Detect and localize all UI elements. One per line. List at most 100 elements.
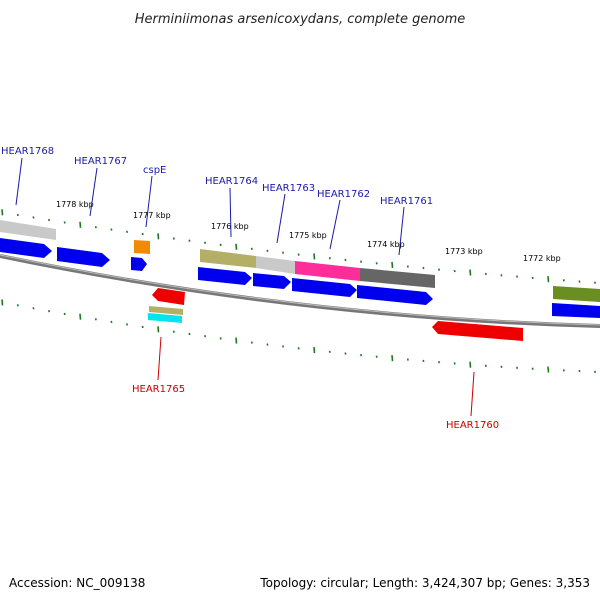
accession-text: Accession: NC_009138 (9, 576, 145, 590)
cds-cspe (131, 257, 147, 271)
cds-hear1762 (292, 278, 357, 297)
outer-tick (282, 251, 285, 254)
inner-tick (375, 355, 378, 358)
outer-tick (32, 216, 35, 219)
outer-tick (453, 269, 456, 273)
inner-tick (328, 350, 331, 354)
cds-hear1763 (253, 273, 291, 289)
inner-tick (360, 353, 363, 357)
outer-tick (188, 239, 191, 242)
outer-tick (360, 260, 363, 263)
inner-tick (438, 361, 441, 364)
tick-label-1775: 1775 kbp (289, 231, 327, 240)
gene-label-hear1762[interactable]: HEAR1762 (317, 189, 370, 200)
inner-tick (562, 369, 565, 372)
gene-label-hear1760[interactable]: HEAR1760 (446, 420, 499, 431)
function-bar-hear1763 (256, 256, 295, 274)
function-bar-csp (134, 240, 150, 254)
inner-tick (406, 358, 409, 361)
outer-tick (157, 233, 160, 240)
reverse-gene-labels: HEAR1765 HEAR1760 (132, 384, 499, 431)
outer-tick (344, 258, 347, 262)
function-bar-hear1762 (295, 261, 360, 281)
inner-tick (79, 313, 82, 320)
outer-tick (48, 218, 51, 222)
forward-gene-labels: HEAR1768 HEAR1767 cspE HEAR1764 HEAR1763… (1, 146, 433, 207)
outer-tick (1, 209, 4, 216)
gene-label-hear1761[interactable]: HEAR1761 (380, 196, 433, 207)
tick-label-1778: 1778 kbp (56, 200, 94, 209)
inner-tick (313, 347, 316, 354)
outer-tick (79, 221, 82, 228)
outer-tick (578, 280, 581, 283)
outer-tick (250, 247, 253, 251)
cds-hear1768 (0, 238, 52, 258)
inner-tick (250, 341, 253, 344)
rna-hear1765-b (148, 313, 182, 323)
inner-tick (484, 364, 487, 367)
inner-tick (500, 365, 503, 368)
inner-tick (344, 352, 347, 355)
outer-tick (297, 253, 300, 256)
tick-label-1772: 1772 kbp (523, 254, 561, 263)
inner-tick (204, 335, 207, 338)
function-bar-hear1761 (360, 268, 435, 288)
inner-tick (297, 347, 300, 350)
cds-hear1765 (152, 288, 185, 305)
inner-tick (63, 312, 66, 316)
map-title: Herminiimonas arsenicoxydans, complete g… (135, 12, 465, 27)
outer-tick (141, 232, 144, 236)
inner-tick (16, 304, 19, 307)
outer-tick (547, 276, 550, 283)
tick-label-1773: 1773 kbp (445, 247, 483, 256)
gene-label-hear1764[interactable]: HEAR1764 (205, 176, 258, 187)
function-bar-hear1764 (200, 249, 256, 268)
inner-tick (110, 320, 113, 324)
outer-tick (594, 281, 597, 284)
inner-tick (547, 366, 550, 373)
function-bar-right (553, 286, 600, 302)
outer-tick (328, 256, 331, 260)
inner-tick (594, 370, 597, 373)
inner-tick (172, 330, 175, 333)
gene-label-cspe[interactable]: cspE (143, 165, 166, 176)
inner-tick (391, 355, 394, 362)
outer-tick (375, 262, 378, 265)
inner-tick (157, 326, 160, 333)
inner-tick (1, 299, 4, 306)
gene-label-hear1768[interactable]: HEAR1768 (1, 146, 54, 157)
inner-tick-ring (1, 299, 597, 373)
outer-tick (63, 221, 66, 224)
gene-label-hear1767[interactable]: HEAR1767 (74, 156, 127, 167)
inner-tick (453, 362, 456, 365)
leader-lines (15, 157, 475, 417)
outer-tick (531, 276, 534, 280)
outer-tick (562, 279, 565, 282)
inner-tick (188, 332, 191, 336)
outer-tick-ring (1, 209, 597, 284)
inner-tick (469, 361, 472, 368)
inner-tick (126, 323, 129, 326)
outer-tick (235, 243, 238, 250)
genome-summary-text: Topology: circular; Length: 3,424,307 bp… (259, 576, 590, 590)
outer-tick (484, 272, 487, 276)
outer-tick (16, 213, 19, 217)
outer-tick (469, 269, 472, 276)
function-bar-hear1768 (0, 220, 56, 240)
inner-tick (266, 343, 269, 346)
cds-hear1760 (432, 321, 523, 341)
outer-tick (406, 265, 409, 268)
inner-tick (32, 307, 35, 310)
inner-tick (141, 325, 144, 329)
rna-hear1765-a (149, 306, 183, 315)
gene-label-hear1765[interactable]: HEAR1765 (132, 384, 185, 395)
outer-tick (438, 268, 441, 271)
inner-tick (282, 345, 285, 348)
inner-tick (235, 337, 238, 344)
outer-tick (313, 253, 316, 260)
cds-hear1761 (357, 285, 433, 305)
gene-label-hear1763[interactable]: HEAR1763 (262, 183, 315, 194)
outer-tick (219, 243, 222, 247)
inner-tick (219, 337, 222, 340)
function-bars (0, 220, 600, 302)
